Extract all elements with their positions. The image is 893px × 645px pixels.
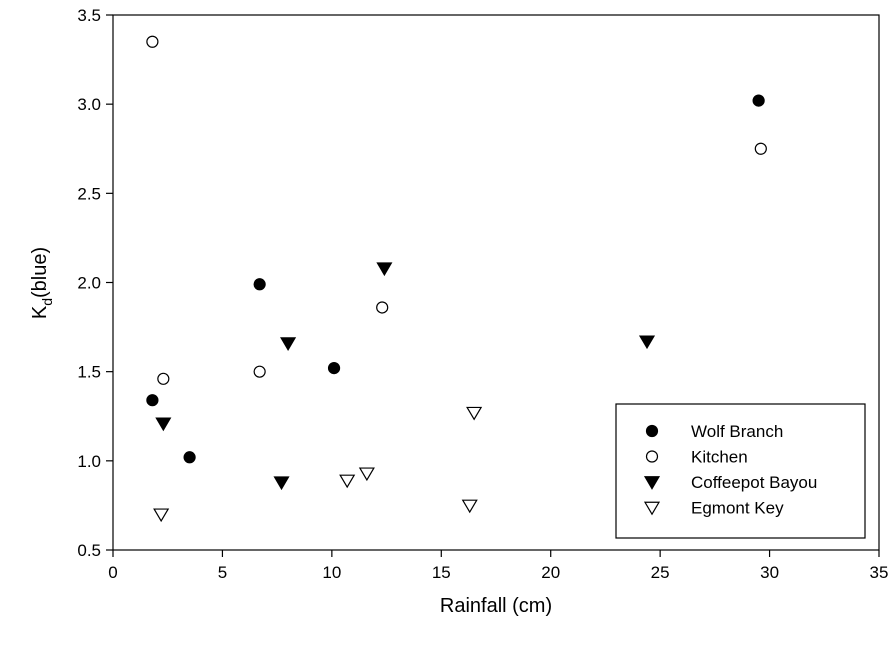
y-axis-title-main: K bbox=[29, 305, 51, 319]
data-point-wolf-branch bbox=[253, 278, 266, 291]
legend-label-coffeepot-bayou: Coffeepot Bayou bbox=[691, 473, 817, 492]
data-point-coffeepot-bayou bbox=[273, 476, 290, 491]
y-tick-label: 2.5 bbox=[77, 184, 101, 203]
data-point-kitchen bbox=[146, 35, 159, 48]
y-tick-label: 2.0 bbox=[77, 274, 101, 293]
legend-box bbox=[615, 403, 866, 539]
y-axis-title: Kd(blue) bbox=[29, 247, 55, 319]
y-axis-title-suffix: (blue) bbox=[29, 247, 51, 298]
legend-marker-egmont-key bbox=[643, 501, 661, 516]
data-point-coffeepot-bayou bbox=[638, 335, 656, 350]
data-point-wolf-branch bbox=[146, 394, 159, 407]
y-tick-label: 3.5 bbox=[77, 6, 101, 25]
x-tick-label: 25 bbox=[651, 563, 670, 582]
x-tick-label: 30 bbox=[760, 563, 779, 582]
data-point-wolf-branch bbox=[327, 362, 341, 375]
legend-label-egmont-key: Egmont Key bbox=[691, 499, 784, 518]
y-tick-label: 1.5 bbox=[77, 363, 101, 382]
y-axis-title-subscript: d bbox=[39, 298, 55, 306]
data-point-kitchen bbox=[754, 142, 767, 155]
legend-marker-kitchen bbox=[645, 450, 659, 463]
y-tick-label: 1.0 bbox=[77, 452, 101, 471]
legend-label-wolf-branch: Wolf Branch bbox=[691, 422, 783, 441]
data-point-coffeepot-bayou bbox=[155, 417, 172, 432]
legend-marker-coffeepot-bayou bbox=[643, 476, 661, 490]
data-point-coffeepot-bayou bbox=[280, 337, 297, 351]
x-tick-label: 15 bbox=[432, 563, 451, 582]
data-point-kitchen bbox=[376, 301, 389, 314]
data-point-coffeepot-bayou bbox=[376, 262, 393, 277]
data-point-egmont-key bbox=[461, 499, 478, 514]
data-point-egmont-key bbox=[153, 508, 170, 523]
x-tick-label: 5 bbox=[218, 563, 227, 582]
x-tick-label: 0 bbox=[108, 563, 117, 582]
legend-marker-wolf-branch bbox=[645, 424, 659, 438]
y-tick-label: 0.5 bbox=[77, 541, 101, 560]
x-axis-title: Rainfall (cm) bbox=[440, 595, 552, 617]
data-point-egmont-key bbox=[358, 467, 375, 482]
legend-label-kitchen: Kitchen bbox=[691, 448, 748, 467]
y-tick-label: 3.0 bbox=[77, 95, 101, 114]
data-point-egmont-key bbox=[466, 406, 483, 421]
x-tick-label: 35 bbox=[870, 563, 889, 582]
data-point-wolf-branch bbox=[183, 451, 196, 464]
x-tick-label: 10 bbox=[322, 563, 341, 582]
data-point-kitchen bbox=[157, 372, 170, 385]
x-tick-label: 20 bbox=[541, 563, 560, 582]
data-point-egmont-key bbox=[339, 474, 356, 489]
data-point-kitchen bbox=[253, 365, 266, 378]
data-point-wolf-branch bbox=[752, 94, 765, 107]
